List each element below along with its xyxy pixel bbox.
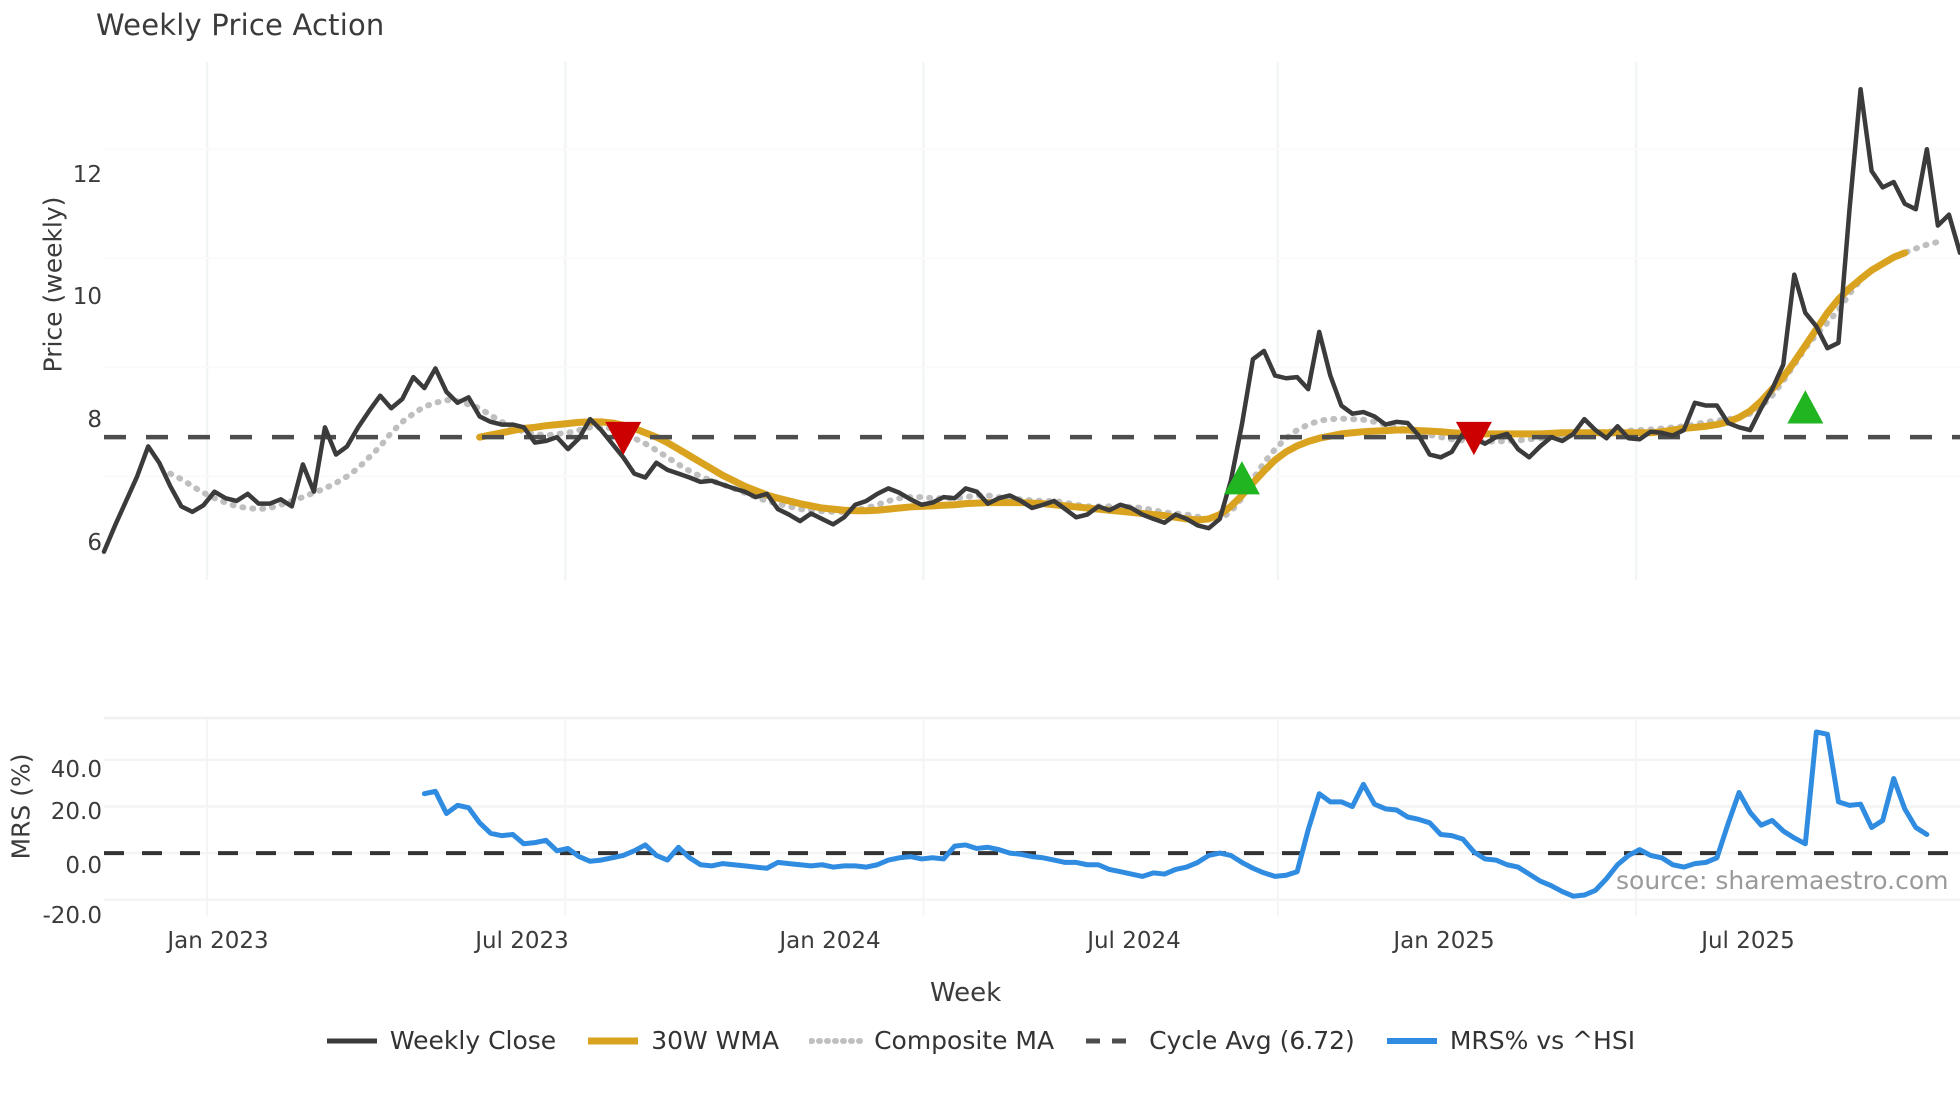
- marker-buy-3: [1787, 390, 1824, 424]
- x-tick-2: Jan 2024: [779, 928, 881, 954]
- y-tick-mrs-3: -20.0: [42, 903, 102, 929]
- legend-label-cycle-avg: Cycle Avg (6.72): [1149, 1026, 1355, 1055]
- legend-label-composite-ma: Composite MA: [874, 1026, 1055, 1055]
- legend-item-weekly-close[interactable]: Weekly Close: [325, 1026, 556, 1055]
- y-tick-price-0: 12: [72, 162, 102, 188]
- series-line-mrs: [421, 729, 1930, 899]
- y-tick-price-3: 6: [87, 530, 102, 556]
- series-line-30w-wma: [476, 249, 1909, 524]
- legend-item-composite-ma[interactable]: Composite MA: [809, 1026, 1054, 1055]
- marker-buy-1: [1223, 461, 1260, 495]
- legend-swatch-mrs: [1386, 1037, 1437, 1044]
- legend-label-30w-wma: 30W WMA: [651, 1026, 780, 1055]
- legend-swatch-cycle-avg: [1086, 1038, 1137, 1043]
- y-tick-mrs-2: 0.0: [65, 853, 102, 879]
- y-tick-mrs-1: 20.0: [50, 799, 102, 825]
- series-line-weekly-close: [101, 87, 1960, 554]
- y-tick-price-1: 10: [72, 284, 102, 310]
- x-tick-0: Jan 2023: [167, 928, 269, 954]
- legend-item-mrs[interactable]: MRS% vs ^HSI: [1385, 1026, 1635, 1055]
- x-tick-3: Jul 2024: [1087, 928, 1181, 954]
- legend-swatch-composite-ma: [809, 1037, 864, 1044]
- marker-sell-0: [605, 421, 642, 456]
- x-tick-4: Jan 2025: [1393, 928, 1495, 954]
- legend-label-weekly-close: Weekly Close: [389, 1026, 557, 1055]
- legend-item-30w-wma[interactable]: 30W WMA: [586, 1026, 779, 1055]
- page-title: Weekly Price Action: [96, 8, 385, 42]
- y-tick-price-2: 8: [87, 407, 102, 433]
- chart-legend: Weekly Close 30W WMA Composite MA Cycle …: [0, 1026, 1960, 1055]
- legend-label-mrs: MRS% vs ^HSI: [1449, 1026, 1636, 1055]
- y-tick-mrs-0: 40.0: [50, 757, 102, 783]
- x-tick-5: Jul 2025: [1701, 928, 1795, 954]
- legend-swatch-30w-wma: [588, 1037, 639, 1044]
- legend-swatch-weekly-close: [326, 1038, 377, 1043]
- legend-item-cycle-avg[interactable]: Cycle Avg (6.72): [1084, 1026, 1355, 1055]
- marker-sell-2: [1455, 421, 1492, 456]
- x-tick-1: Jul 2023: [475, 928, 569, 954]
- x-axis-label: Week: [930, 978, 1002, 1008]
